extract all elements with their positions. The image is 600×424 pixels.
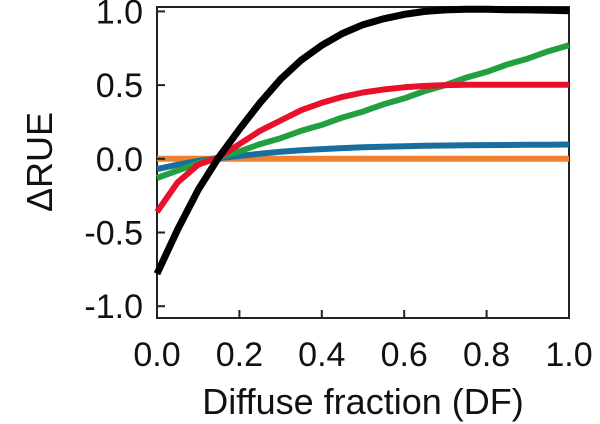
y-axis-title: ΔRUE <box>19 112 60 212</box>
x-tick-label-5: 1.0 <box>545 336 592 374</box>
y-tick-label-1: 0.5 <box>96 67 143 105</box>
tick-layer: 0.0 0.2 0.4 0.6 0.8 1.0 1.0 0.5 0.0 -0.5 -1.0 <box>84 0 592 374</box>
x-tick-label-1: 0.2 <box>216 336 263 374</box>
x-tick-label-2: 0.4 <box>298 336 345 374</box>
y-tick-label-4: -1.0 <box>84 288 143 326</box>
y-tick-label-0: 1.0 <box>96 0 143 31</box>
series-line-4 <box>153 5 570 276</box>
x-tick-label-3: 0.6 <box>381 336 428 374</box>
y-tick-label-3: -0.5 <box>84 215 143 253</box>
x-tick-label-0: 0.0 <box>133 336 180 374</box>
x-axis-title: Diffuse fraction (DF) <box>202 381 523 422</box>
y-tick-label-2: 0.0 <box>96 141 143 179</box>
series-layer <box>153 5 570 276</box>
plot-frame <box>156 6 570 319</box>
x-tick-label-4: 0.8 <box>463 336 510 374</box>
